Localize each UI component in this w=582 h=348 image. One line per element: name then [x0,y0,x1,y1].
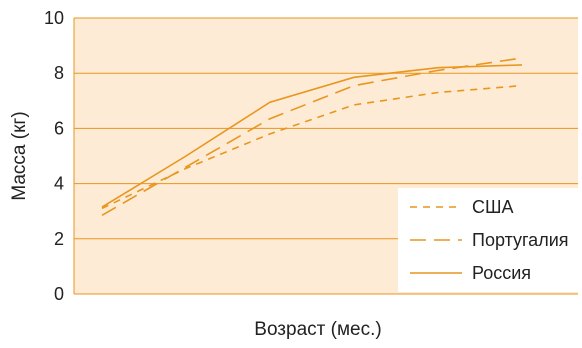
y-axis: 0 2 4 6 8 10 [44,8,75,304]
y-tick-label: 6 [54,118,64,138]
legend-box [398,188,578,292]
legend-label-3: Россия [472,263,531,283]
series-lines [101,57,523,216]
series-line-3 [101,64,523,208]
y-tick-label: 10 [44,8,64,28]
grid-lines [74,17,578,295]
y-tick-label: 2 [54,229,64,249]
x-axis-title: Возраст (мес.) [254,319,381,340]
legend: США Португалия Россия [398,188,578,292]
y-tick-label: 4 [54,174,64,194]
y-tick-label: 0 [54,284,64,304]
y-tick-label: 8 [54,63,64,83]
series-line-2 [101,57,523,216]
y-axis-title: Масса (кг) [9,111,30,200]
legend-label-1: США [472,197,514,217]
legend-label-2: Португалия [472,230,569,250]
